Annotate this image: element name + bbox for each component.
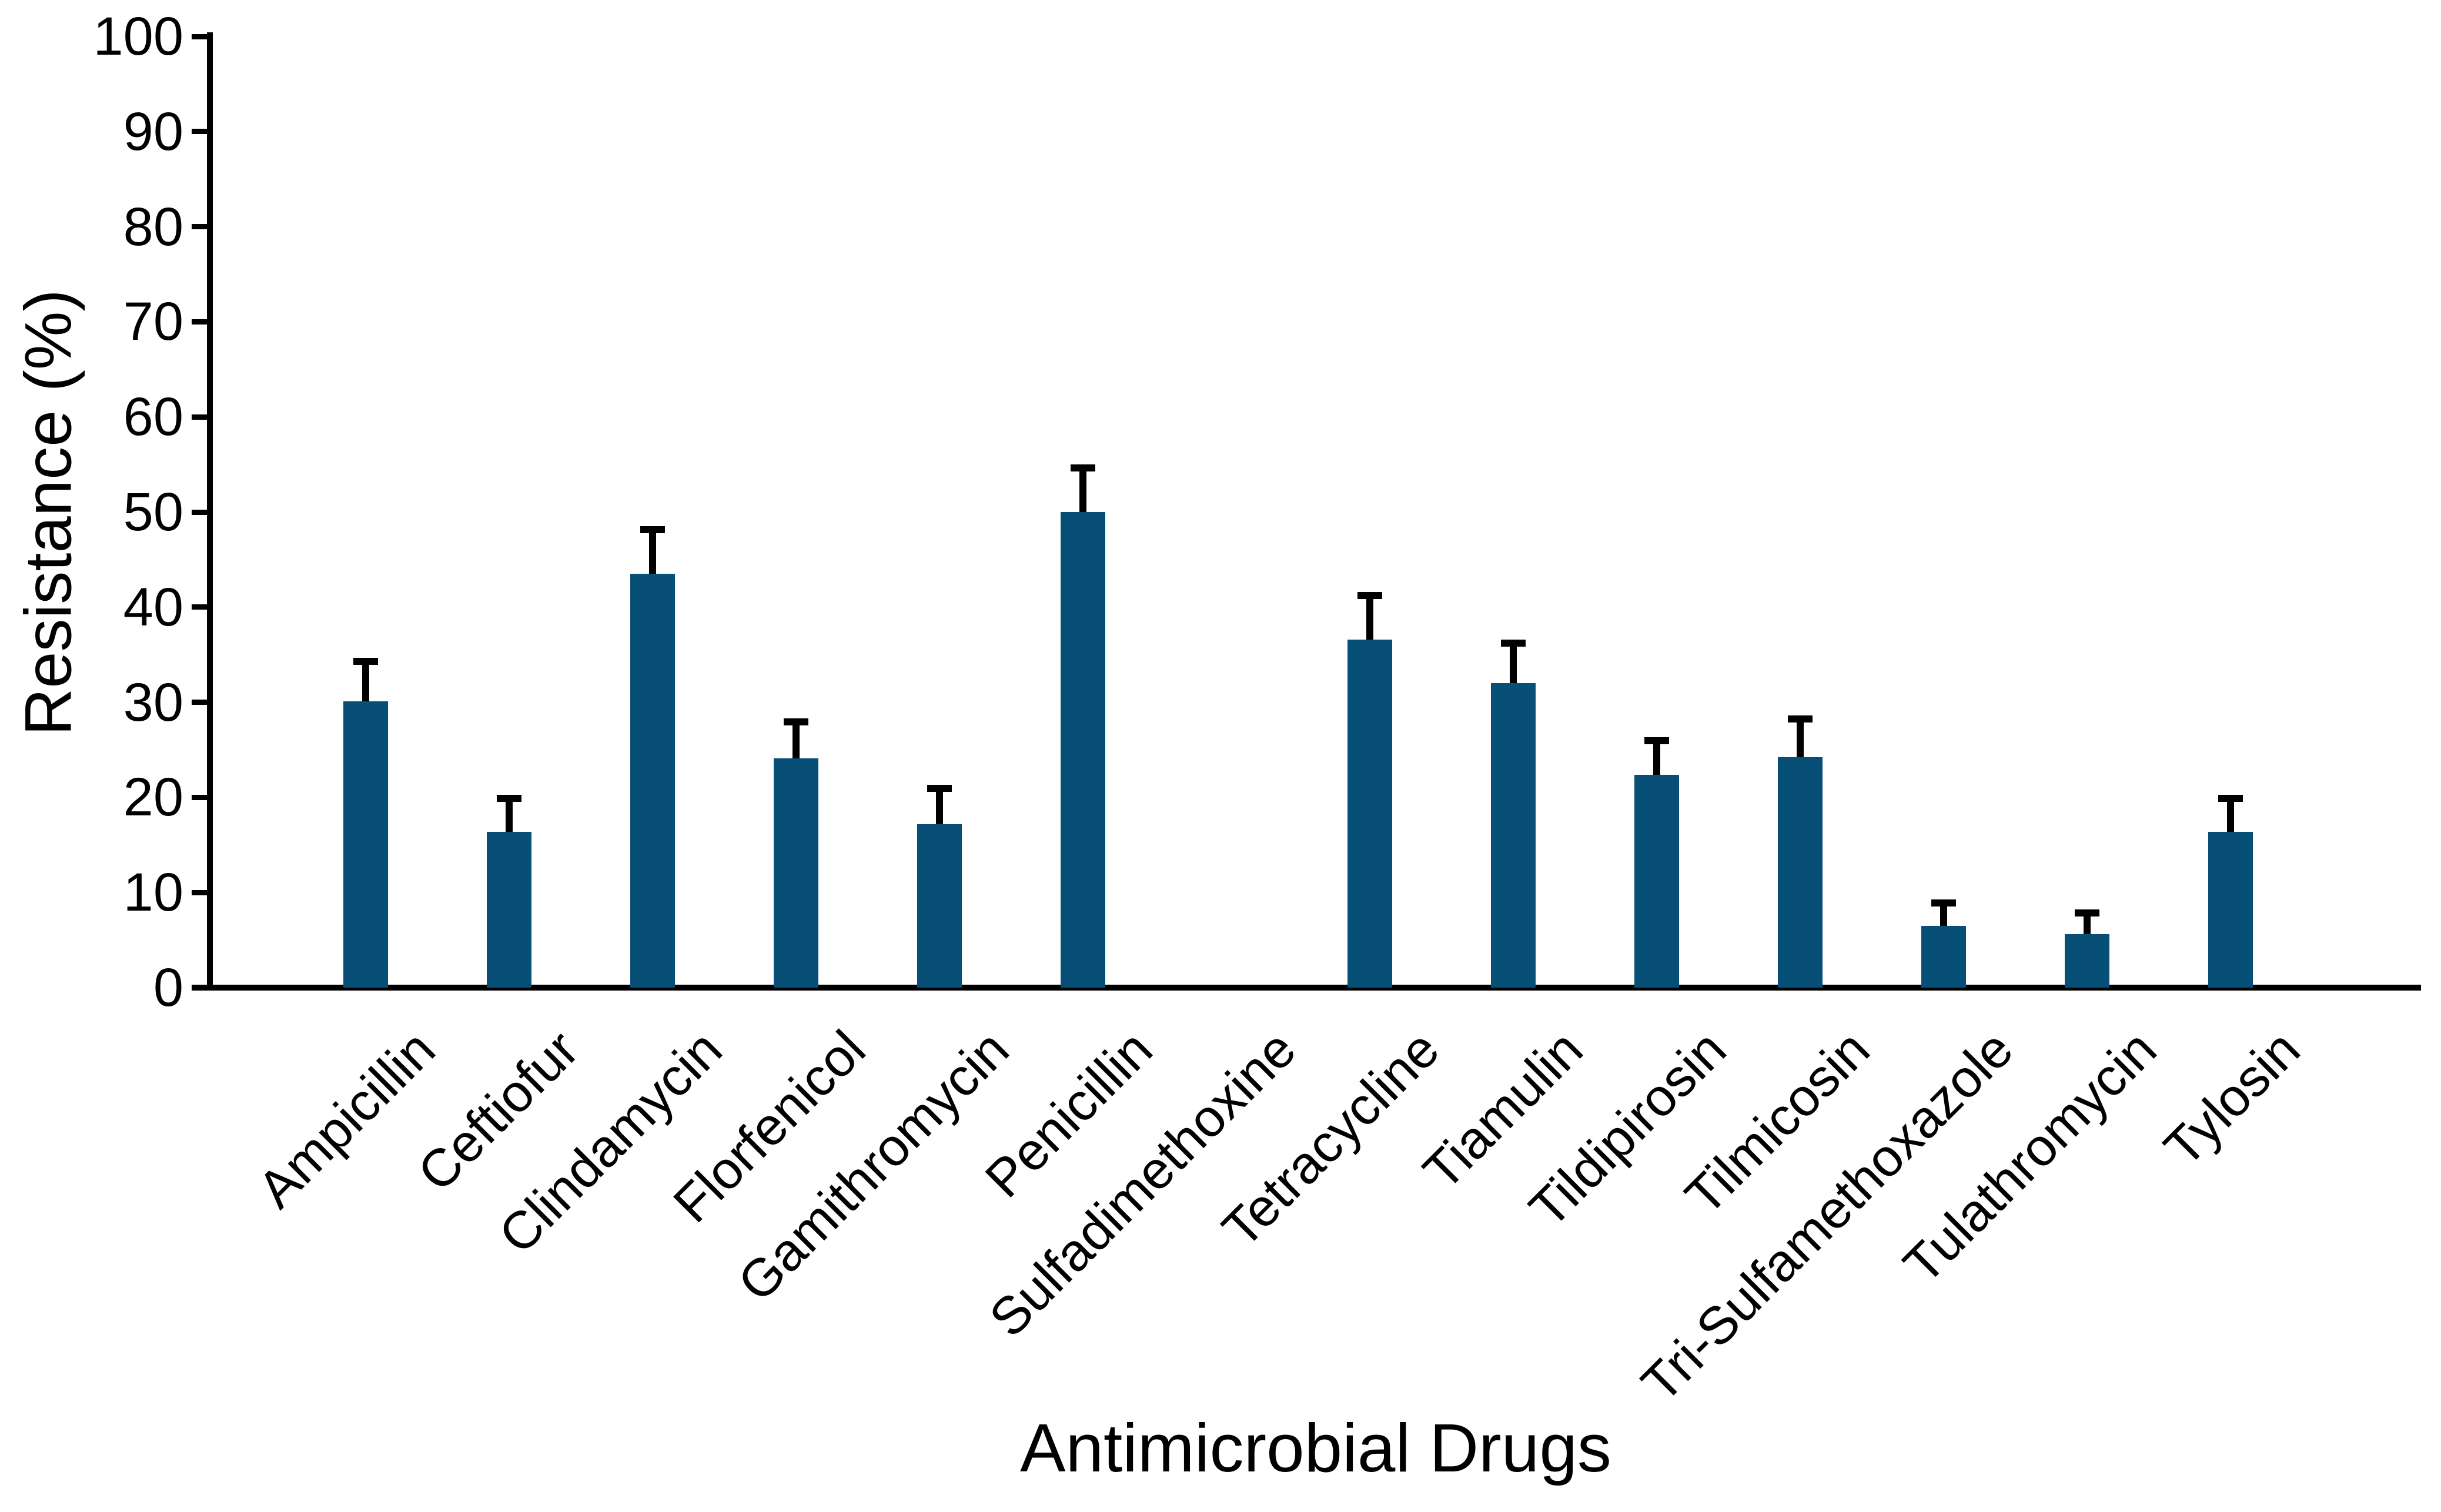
error-bar-tilmicosin (1797, 715, 1804, 758)
error-bar-tiamulin (1510, 639, 1517, 684)
bar-tilmicosin (1778, 757, 1823, 988)
y-tick-90 (192, 129, 207, 135)
y-axis-line (207, 32, 213, 991)
error-cap-clindamycin (640, 526, 665, 534)
error-cap-tildipirosin (1644, 737, 1669, 745)
error-bar-gamithromycin (936, 785, 943, 824)
bar-ceftiofur (487, 831, 531, 988)
error-bar-florfenicol (793, 718, 800, 759)
error-cap-ampicillin (353, 657, 378, 665)
y-tick-label-10: 10 (123, 862, 183, 923)
y-tick-label-20: 20 (123, 767, 183, 828)
y-tick-label-100: 100 (93, 6, 184, 66)
error-cap-tetracycline (1357, 591, 1382, 599)
error-bar-tetracycline (1366, 591, 1373, 640)
y-tick-70 (192, 319, 207, 325)
y-tick-0 (192, 985, 207, 991)
x-axis-line (192, 985, 2421, 991)
bar-florfenicol (774, 758, 818, 988)
error-bar-penicillin (1079, 464, 1086, 512)
y-tick-label-60: 60 (123, 387, 183, 447)
error-cap-penicillin (1071, 464, 1095, 472)
error-bar-tildipirosin (1653, 737, 1660, 775)
error-cap-ceftiofur (497, 794, 521, 802)
error-cap-tri-sulfamethoxazole (1931, 899, 1956, 906)
error-bar-ceftiofur (506, 794, 513, 832)
bar-gamithromycin (917, 824, 962, 988)
bar-tri-sulfamethoxazole (1921, 925, 1966, 988)
error-cap-tulathromycin (2075, 909, 2099, 917)
bar-tetracycline (1347, 639, 1392, 988)
bar-ampicillin (343, 701, 388, 988)
bar-tildipirosin (1634, 774, 1679, 988)
error-cap-tilmicosin (1788, 715, 1813, 723)
y-tick-label-70: 70 (123, 292, 183, 352)
y-tick-30 (192, 700, 207, 705)
y-tick-50 (192, 509, 207, 515)
y-tick-100 (192, 34, 207, 39)
error-cap-gamithromycin (927, 785, 952, 792)
error-bar-clindamycin (649, 526, 656, 574)
x-axis-title: Antimicrobial Drugs (1020, 1410, 1611, 1486)
y-tick-label-30: 30 (123, 672, 183, 732)
error-cap-tylosin (2218, 794, 2243, 802)
y-tick-label-80: 80 (123, 196, 183, 257)
error-bar-ampicillin (362, 657, 369, 701)
y-tick-60 (192, 414, 207, 420)
bar-penicillin (1061, 512, 1105, 988)
y-tick-label-50: 50 (123, 482, 183, 542)
y-tick-label-40: 40 (123, 577, 183, 637)
bar-tiamulin (1491, 683, 1536, 988)
y-tick-label-0: 0 (153, 958, 183, 1018)
y-tick-10 (192, 889, 207, 895)
bar-tylosin (2208, 831, 2253, 988)
error-cap-florfenicol (784, 718, 808, 726)
y-tick-label-90: 90 (123, 101, 183, 162)
error-bar-tylosin (2227, 794, 2234, 832)
bar-clindamycin (630, 574, 675, 988)
y-tick-20 (192, 794, 207, 800)
bar-tulathromycin (2065, 934, 2109, 988)
error-cap-tiamulin (1501, 639, 1526, 647)
y-tick-40 (192, 604, 207, 610)
y-tick-80 (192, 224, 207, 230)
